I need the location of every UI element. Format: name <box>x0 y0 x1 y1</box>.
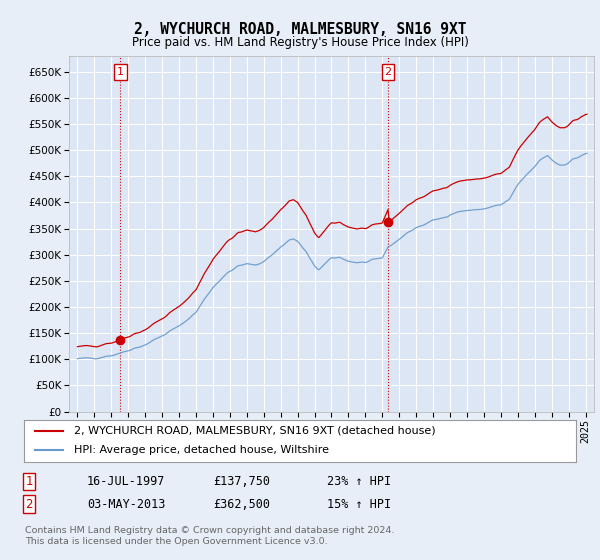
Text: 1: 1 <box>25 475 33 488</box>
Text: £137,750: £137,750 <box>213 475 270 488</box>
Text: 2: 2 <box>385 67 392 77</box>
Text: 1: 1 <box>117 67 124 77</box>
Text: 2: 2 <box>25 497 33 511</box>
Text: 2, WYCHURCH ROAD, MALMESBURY, SN16 9XT (detached house): 2, WYCHURCH ROAD, MALMESBURY, SN16 9XT (… <box>74 426 436 436</box>
Text: 2, WYCHURCH ROAD, MALMESBURY, SN16 9XT: 2, WYCHURCH ROAD, MALMESBURY, SN16 9XT <box>134 22 466 38</box>
Text: 16-JUL-1997: 16-JUL-1997 <box>87 475 166 488</box>
Text: 03-MAY-2013: 03-MAY-2013 <box>87 497 166 511</box>
Text: 23% ↑ HPI: 23% ↑ HPI <box>327 475 391 488</box>
Text: 15% ↑ HPI: 15% ↑ HPI <box>327 497 391 511</box>
Text: Price paid vs. HM Land Registry's House Price Index (HPI): Price paid vs. HM Land Registry's House … <box>131 36 469 49</box>
Text: HPI: Average price, detached house, Wiltshire: HPI: Average price, detached house, Wilt… <box>74 445 329 455</box>
Text: £362,500: £362,500 <box>213 497 270 511</box>
Text: Contains HM Land Registry data © Crown copyright and database right 2024.
This d: Contains HM Land Registry data © Crown c… <box>25 526 395 546</box>
